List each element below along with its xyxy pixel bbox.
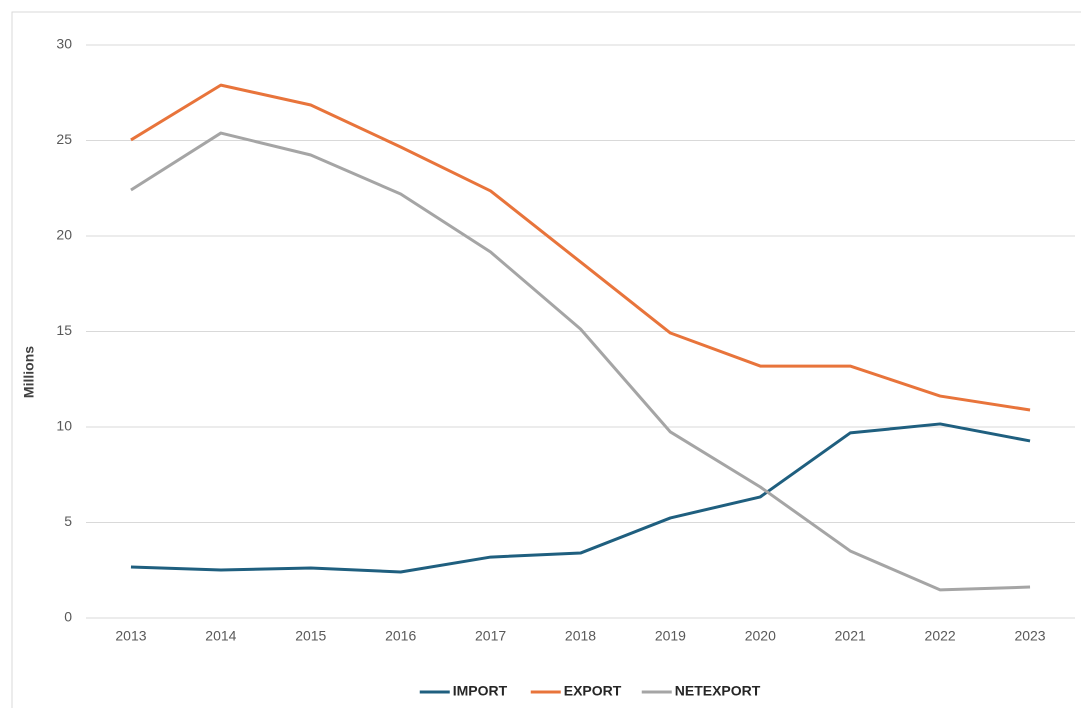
legend-label: NETEXPORT bbox=[675, 683, 761, 699]
y-axis-label: Millions bbox=[21, 346, 37, 398]
line-series bbox=[130, 131, 1031, 592]
x-tick-label: 2016 bbox=[385, 628, 416, 644]
x-tick-label: 2015 bbox=[295, 628, 326, 644]
legend-label: IMPORT bbox=[453, 683, 508, 699]
y-tick-label: 0 bbox=[64, 609, 72, 625]
x-tick-label: 2013 bbox=[115, 628, 146, 644]
x-tick-label: 2022 bbox=[925, 628, 956, 644]
y-tick-label: 15 bbox=[56, 322, 72, 338]
x-tick-label: 2014 bbox=[205, 628, 236, 644]
x-tick-label: 2019 bbox=[655, 628, 686, 644]
y-tick-label: 20 bbox=[56, 227, 72, 243]
chart-border bbox=[11, 11, 1081, 708]
line-series bbox=[130, 83, 1031, 412]
x-tick-label: 2017 bbox=[475, 628, 506, 644]
x-tick-label: 2020 bbox=[745, 628, 776, 644]
y-tick-label: 5 bbox=[64, 513, 72, 529]
y-tick-label: 10 bbox=[56, 418, 72, 434]
x-tick-label: 2018 bbox=[565, 628, 596, 644]
y-tick-label: 30 bbox=[56, 36, 72, 52]
x-tick-label: 2023 bbox=[1014, 628, 1045, 644]
line-series bbox=[130, 422, 1031, 574]
y-tick-label: 25 bbox=[56, 131, 72, 147]
legend-label: EXPORT bbox=[564, 683, 622, 699]
x-tick-label: 2021 bbox=[835, 628, 866, 644]
